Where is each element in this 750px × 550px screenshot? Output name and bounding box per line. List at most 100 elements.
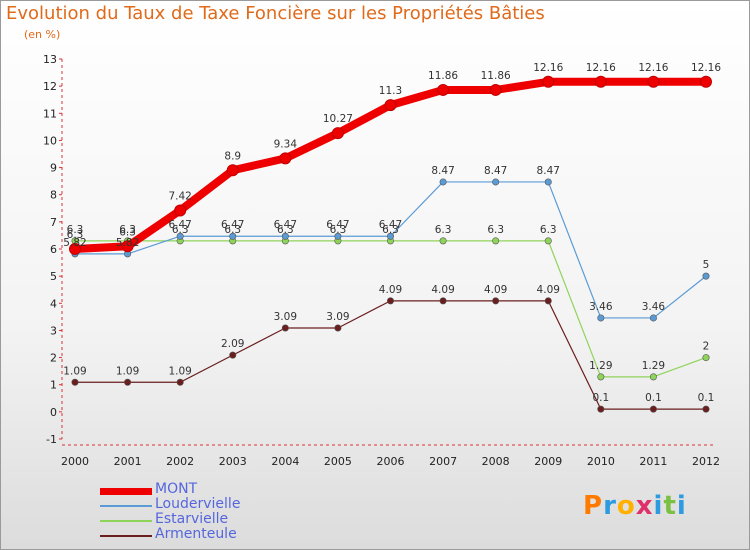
data-label: 6.47 bbox=[274, 219, 297, 231]
y-tick-label: 6 bbox=[50, 243, 57, 256]
logo-letter: x bbox=[635, 491, 654, 521]
data-label: 3.09 bbox=[274, 311, 297, 323]
x-tick-label: 2012 bbox=[692, 455, 720, 468]
y-tick-label: 4 bbox=[50, 297, 57, 310]
data-point bbox=[594, 75, 607, 88]
y-tick-label: 5 bbox=[50, 270, 57, 283]
data-point bbox=[492, 178, 500, 186]
data-point bbox=[124, 378, 132, 386]
legend-label: MONT bbox=[155, 481, 198, 497]
data-label: 0.1 bbox=[645, 392, 662, 404]
logo-letter: r bbox=[603, 491, 617, 521]
data-label: 4.09 bbox=[537, 284, 560, 296]
y-tick-label: 7 bbox=[50, 216, 57, 229]
data-label: 4.09 bbox=[431, 284, 454, 296]
data-label: 1.09 bbox=[116, 365, 139, 377]
logo-letter: t bbox=[663, 491, 677, 521]
y-tick-label: 9 bbox=[50, 162, 57, 175]
data-point bbox=[176, 232, 184, 240]
x-tick-label: 2007 bbox=[429, 455, 457, 468]
data-label: 1.29 bbox=[642, 360, 665, 372]
legend-swatch bbox=[100, 520, 152, 522]
y-tick-label: 3 bbox=[50, 324, 57, 337]
y-tick-label: 8 bbox=[50, 189, 57, 202]
logo-letter: o bbox=[616, 491, 636, 521]
data-point bbox=[281, 232, 289, 240]
data-label: 6.3 bbox=[382, 224, 399, 236]
x-tick-label: 2003 bbox=[219, 455, 247, 468]
x-tick-label: 2000 bbox=[61, 455, 89, 468]
data-label: 8.9 bbox=[224, 150, 241, 162]
data-label: 12.16 bbox=[533, 62, 563, 74]
data-point bbox=[176, 378, 184, 386]
legend-item-armenteule: Armenteule bbox=[100, 526, 260, 543]
data-point bbox=[229, 232, 237, 240]
data-point bbox=[489, 83, 502, 96]
y-tick-label: 1 bbox=[50, 379, 57, 392]
data-label: 6.3 bbox=[119, 224, 136, 236]
logo-letter: i bbox=[653, 491, 664, 521]
y-axis-unit: (en %) bbox=[24, 28, 61, 41]
legend-item-mont: MONT bbox=[100, 481, 260, 498]
data-label: 2 bbox=[703, 341, 710, 353]
data-label: 6.3 bbox=[487, 224, 504, 236]
data-label: 6.3 bbox=[172, 224, 189, 236]
data-point bbox=[702, 272, 710, 280]
data-point bbox=[544, 178, 552, 186]
x-tick-label: 2010 bbox=[587, 455, 615, 468]
y-tick-label: 11 bbox=[43, 107, 57, 120]
y-tick-label: 2 bbox=[50, 352, 57, 365]
proxiti-logo: Proxiti bbox=[583, 491, 687, 521]
data-label: 10.27 bbox=[323, 113, 353, 125]
data-label: 6.3 bbox=[435, 224, 452, 236]
data-label: 6.3 bbox=[119, 226, 136, 238]
data-point bbox=[69, 243, 81, 255]
data-label: 3.09 bbox=[326, 311, 349, 323]
data-label: 6.3 bbox=[67, 229, 84, 241]
data-point bbox=[492, 297, 500, 305]
data-label: 12.16 bbox=[691, 62, 721, 74]
data-label: 7.42 bbox=[168, 190, 191, 202]
data-point bbox=[334, 232, 342, 240]
data-label: 0.1 bbox=[698, 392, 715, 404]
data-label: 6.47 bbox=[168, 219, 191, 231]
chart-title: Evolution du Taux de Taxe Foncière sur l… bbox=[6, 3, 545, 24]
data-label: 9.34 bbox=[274, 138, 298, 150]
data-point bbox=[702, 405, 710, 413]
data-point bbox=[702, 354, 710, 362]
data-point bbox=[229, 351, 237, 359]
data-label: 6.3 bbox=[277, 224, 294, 236]
series-line-armenteule bbox=[74, 300, 707, 410]
data-label: 8.47 bbox=[431, 165, 454, 177]
data-label: 1.09 bbox=[168, 365, 191, 377]
legend-item-estarvielle: Estarvielle bbox=[100, 511, 260, 528]
data-label: 4.09 bbox=[379, 284, 402, 296]
data-point bbox=[544, 297, 552, 305]
data-label: 12.16 bbox=[638, 62, 668, 74]
y-tick-label: 0 bbox=[50, 406, 57, 419]
data-point bbox=[492, 237, 500, 245]
data-label: 6.3 bbox=[67, 224, 84, 236]
x-tick-label: 2004 bbox=[271, 455, 299, 468]
data-point bbox=[437, 83, 450, 96]
logo-letter: P bbox=[583, 491, 604, 521]
data-label: 11.86 bbox=[481, 70, 511, 82]
data-point bbox=[649, 405, 657, 413]
data-point bbox=[542, 75, 555, 88]
data-label: 5.82 bbox=[116, 237, 139, 249]
data-point bbox=[174, 204, 187, 217]
y-tick-label: 13 bbox=[43, 53, 57, 66]
data-label: 8.47 bbox=[537, 165, 560, 177]
data-label: 6.47 bbox=[221, 219, 244, 231]
data-label: 6.3 bbox=[540, 224, 557, 236]
x-tick-label: 2008 bbox=[482, 455, 510, 468]
data-point bbox=[439, 297, 447, 305]
data-point bbox=[700, 75, 712, 88]
data-label: 5 bbox=[703, 259, 710, 271]
legend-swatch bbox=[100, 487, 152, 495]
legend-swatch bbox=[100, 505, 152, 507]
x-tick-label: 2009 bbox=[534, 455, 562, 468]
data-point bbox=[544, 237, 552, 245]
data-point bbox=[597, 405, 605, 413]
